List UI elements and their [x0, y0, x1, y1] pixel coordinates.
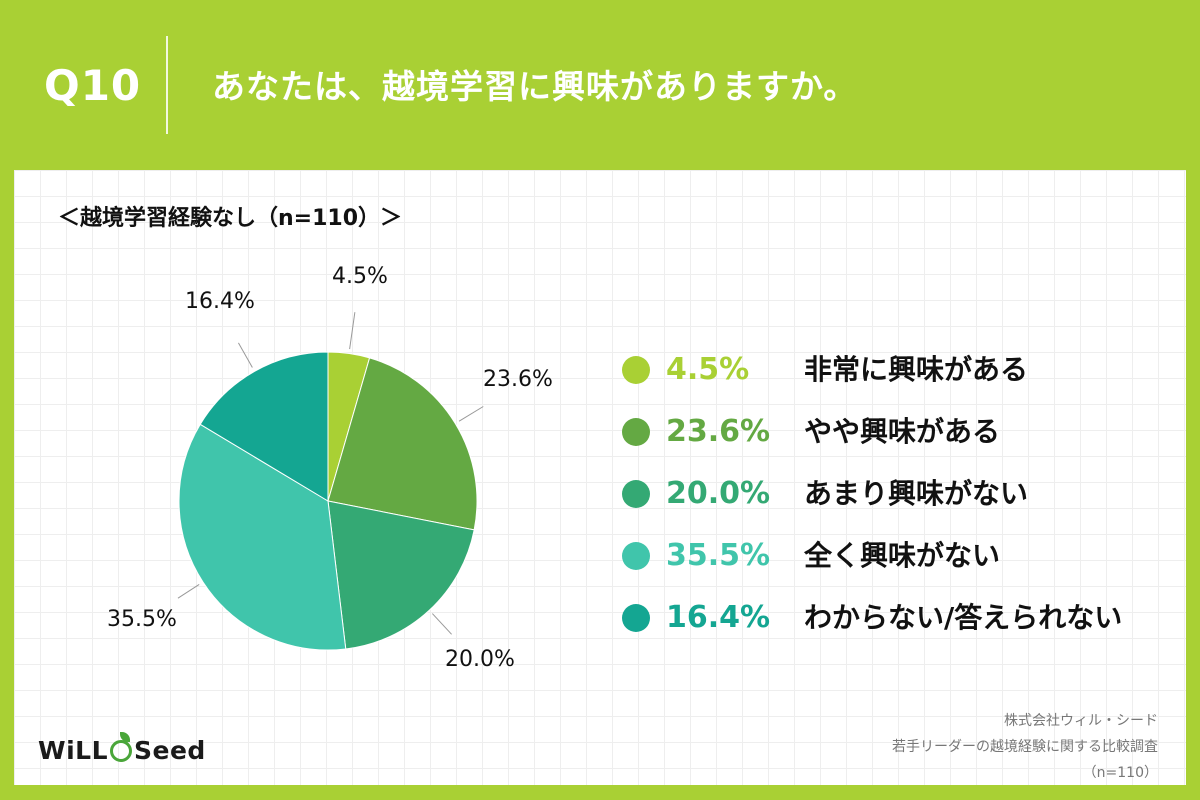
question-title: あなたは、越境学習に興味がありますか。: [212, 67, 858, 106]
data-label-3: 20.0%: [445, 647, 515, 672]
legend-label: あまり興味がない: [804, 477, 1029, 510]
legend-dot: [622, 418, 650, 446]
legend-dot: [622, 356, 650, 384]
header: Q10 あなたは、越境学習に興味がありますか。: [0, 0, 1200, 170]
leader-line-5: [237, 342, 253, 368]
data-label-4: 35.5%: [107, 607, 177, 632]
legend-percent: 23.6%: [666, 414, 771, 449]
chart-subtitle: ＜越境学習経験なし（n=110）＞: [58, 206, 403, 231]
legend-label: 非常に興味がある: [804, 353, 1029, 386]
data-label-5: 16.4%: [185, 289, 255, 314]
legend-dot: [622, 480, 650, 508]
source-note: 株式会社ウィル・シード 若手リーダーの越境経験に関する比較調査 （n=110）: [738, 708, 1158, 786]
source-sample: （n=110）: [1082, 765, 1158, 781]
legend-label: やや興味がある: [804, 415, 1001, 448]
sprout-icon: [110, 731, 133, 762]
pie-slice-3: [327, 500, 475, 650]
leader-line-1: [349, 312, 356, 350]
willseed-logo: WiLL Seed: [38, 731, 206, 765]
legend-dot: [622, 542, 650, 570]
legend-dot: [622, 604, 650, 632]
logo-text-left: WiLL: [38, 736, 109, 765]
data-label-2: 23.6%: [483, 367, 553, 392]
legend-label: 全く興味がない: [804, 539, 1001, 572]
legend-percent: 35.5%: [666, 538, 771, 573]
legend-percent: 20.0%: [666, 476, 771, 511]
pie-slice-4: [178, 423, 347, 651]
source-company: 株式会社ウィル・シード: [1004, 713, 1158, 729]
leader-line-2: [458, 406, 484, 422]
pie-slice-2: [327, 357, 478, 531]
legend-percent: 4.5%: [666, 352, 750, 387]
header-divider: [166, 36, 168, 134]
logo-text-right: Seed: [134, 736, 206, 765]
data-label-1: 4.5%: [332, 264, 388, 289]
legend-label: わからない/答えられない: [804, 601, 1123, 634]
leader-line-3: [431, 613, 452, 635]
pie-slice-5: [199, 351, 329, 502]
leader-line-4: [177, 584, 200, 599]
source-survey: 若手リーダーの越境経験に関する比較調査: [892, 739, 1158, 755]
legend-percent: 16.4%: [666, 600, 771, 635]
question-number: Q10: [44, 61, 142, 110]
